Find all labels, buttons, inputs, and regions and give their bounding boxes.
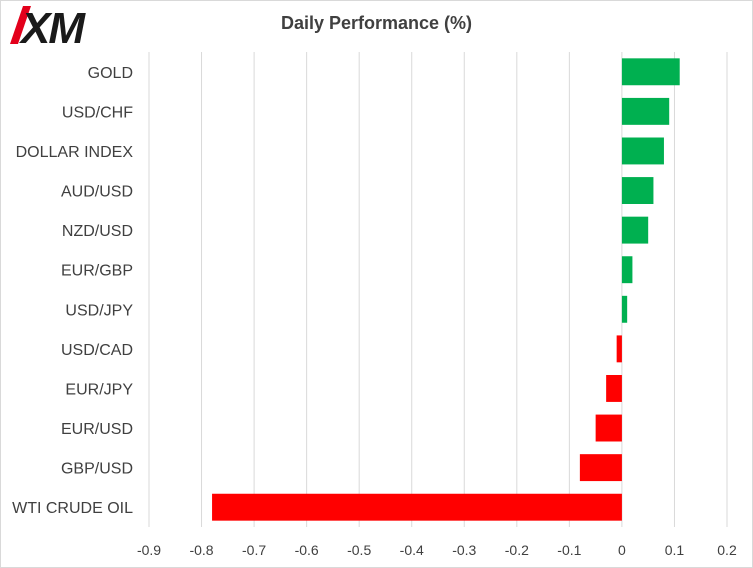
x-tick-label: -0.8: [189, 542, 213, 558]
bar: [621, 177, 654, 204]
x-tick-label: -0.3: [452, 542, 476, 558]
x-tick-label: -0.4: [400, 542, 424, 558]
bar: [606, 375, 622, 402]
x-tick-label: -0.6: [295, 542, 319, 558]
bar: [621, 58, 680, 86]
x-tick-label: -0.9: [137, 542, 161, 558]
chart-title: Daily Performance (%): [280, 13, 473, 33]
x-tick-label: 0: [618, 542, 626, 558]
x-tick-label: -0.2: [505, 542, 529, 558]
category-label: EUR/USD: [61, 421, 133, 438]
category-label: AUD/USD: [61, 184, 133, 201]
x-tick-label: 0.2: [717, 542, 737, 558]
bar: [616, 335, 622, 363]
category-label: USD/CHF: [62, 104, 133, 121]
bar: [212, 493, 622, 521]
x-tick-label: -0.7: [242, 542, 266, 558]
bars: [212, 58, 680, 521]
category-labels: GOLD USD/CHF DOLLAR INDEX AUD/USD NZD/USD EUR…: [12, 65, 133, 517]
category-label: NZD/USD: [62, 223, 133, 240]
category-label: EUR/GBP: [61, 263, 133, 280]
category-label: EUR/JPY: [65, 381, 133, 398]
category-label: GOLD: [88, 65, 133, 82]
x-tick-label: -0.1: [557, 542, 581, 558]
bar: [621, 137, 664, 165]
category-label: WTI CRUDE OIL: [12, 500, 133, 517]
x-tick-label: 0.1: [665, 542, 685, 558]
category-label: USD/CAD: [61, 342, 133, 359]
category-label: DOLLAR INDEX: [16, 144, 134, 161]
x-tick-label: -0.5: [347, 542, 371, 558]
bar: [621, 216, 649, 244]
category-label: GBP/USD: [61, 461, 133, 478]
bar: [595, 414, 622, 442]
x-axis-tick-labels: -0.9 -0.8 -0.7 -0.6 -0.5 -0.4 -0.3 -0.2 -0.1 0 0.1…: [137, 542, 737, 558]
category-label: USD/JPY: [65, 302, 133, 319]
bar: [621, 295, 628, 323]
bar: [579, 454, 622, 482]
xm-logo: XM: [4, 2, 116, 53]
bar: [621, 256, 633, 284]
bar: [621, 97, 670, 125]
grid-lines: [148, 52, 728, 527]
svg-text:XM: XM: [18, 4, 86, 48]
